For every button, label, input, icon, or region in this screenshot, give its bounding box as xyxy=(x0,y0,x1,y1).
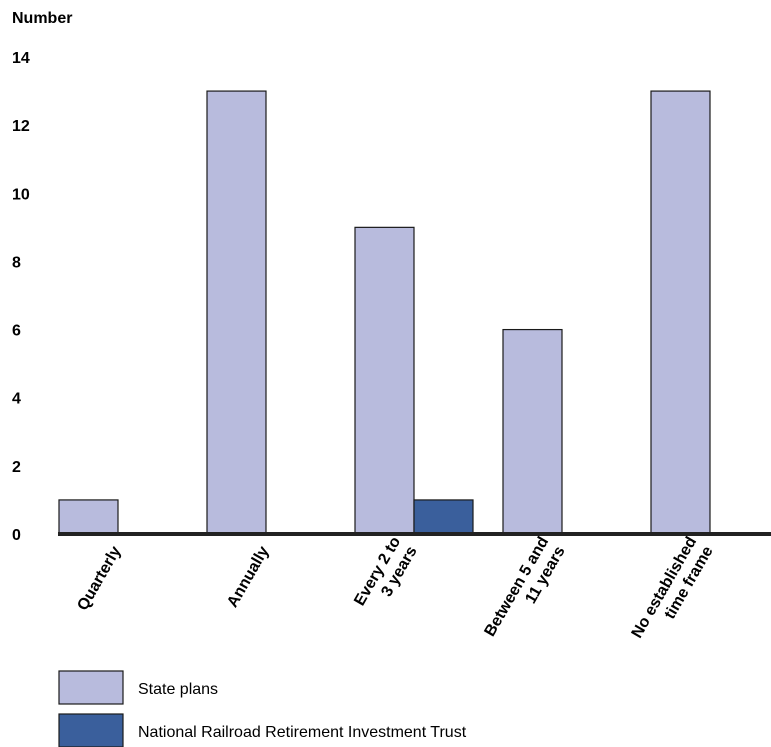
bar xyxy=(354,226,415,535)
y-tick-label: 8 xyxy=(12,254,21,271)
legend-label: National Railroad Retirement Investment … xyxy=(138,724,467,741)
y-tick-label: 10 xyxy=(12,186,30,203)
y-tick-label: 0 xyxy=(12,527,21,544)
x-tick-label: Between 5 and11 years xyxy=(481,534,568,649)
y-tick-label: 6 xyxy=(12,323,21,340)
x-tick-label: No establishedtime frame xyxy=(629,534,717,651)
x-tick-label: Annually xyxy=(224,543,273,610)
x-tick-label: Every 2 to3 years xyxy=(351,534,421,618)
y-tick-label: 4 xyxy=(12,391,21,408)
y-tick-label: 2 xyxy=(12,459,21,476)
y-tick-label: 12 xyxy=(12,118,30,135)
bar xyxy=(58,499,119,535)
legend-label: State plans xyxy=(138,681,218,698)
x-axis-ticks: Quarterly Annually Every 2 to3 years Betwee… xyxy=(74,534,717,651)
legend: State plans National Railroad Retirement … xyxy=(58,670,467,747)
y-axis-ticks: 0 2 4 6 8 10 12 14 xyxy=(12,50,30,544)
bar xyxy=(650,90,711,535)
bar xyxy=(206,90,267,535)
x-tick-label: Quarterly xyxy=(74,543,124,613)
x-tick-label-line: Quarterly xyxy=(74,543,124,613)
y-axis-title: Number xyxy=(12,10,72,27)
bar xyxy=(413,499,474,535)
x-tick-label-line: Annually xyxy=(224,543,273,610)
bars xyxy=(58,90,711,535)
y-tick-label: 14 xyxy=(12,50,30,67)
legend-swatch xyxy=(58,713,124,747)
bar xyxy=(502,328,563,535)
legend-swatch xyxy=(58,670,124,705)
